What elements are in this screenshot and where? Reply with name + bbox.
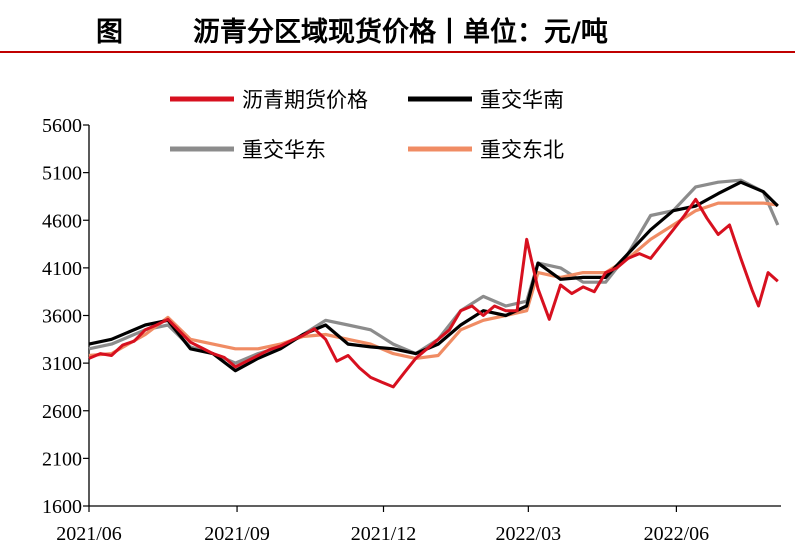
- legend-label-futures: 沥青期货价格: [242, 88, 368, 112]
- series-line-east: [88, 178, 780, 365]
- y-tick-label: 4100: [42, 258, 82, 280]
- x-tick-label: 2021/12: [351, 523, 417, 545]
- series-line-south: [88, 180, 779, 373]
- legend-label-east: 重交华东: [242, 138, 326, 162]
- y-tick-label: 3100: [42, 353, 82, 375]
- figure-label: 图: [96, 17, 123, 48]
- legend-label-south: 重交华南: [480, 88, 564, 112]
- title-rule: [0, 51, 795, 53]
- y-tick-label: 2100: [42, 448, 82, 470]
- legend-label-northeast: 重交东北: [480, 138, 564, 162]
- y-tick-label: 5100: [42, 163, 82, 185]
- y-tick-label: 2600: [42, 401, 82, 423]
- y-tick-label: 5600: [42, 115, 82, 137]
- x-tick-label: 2022/06: [644, 523, 710, 545]
- figure-header: 图 沥青分区域现货价格丨单位：元/吨: [0, 0, 795, 53]
- x-tick-label: 2022/03: [496, 523, 562, 545]
- x-tick-label: 2021/09: [204, 523, 270, 545]
- series-line-futures: [88, 197, 779, 389]
- chart-title: 沥青分区域现货价格丨单位：元/吨: [193, 17, 608, 48]
- y-tick-label: 4600: [42, 210, 82, 232]
- x-tick-label: 2021/06: [56, 523, 122, 545]
- y-tick-label: 3600: [42, 306, 82, 328]
- y-tick-label: 1600: [42, 496, 82, 518]
- series-line-northeast: [88, 201, 779, 360]
